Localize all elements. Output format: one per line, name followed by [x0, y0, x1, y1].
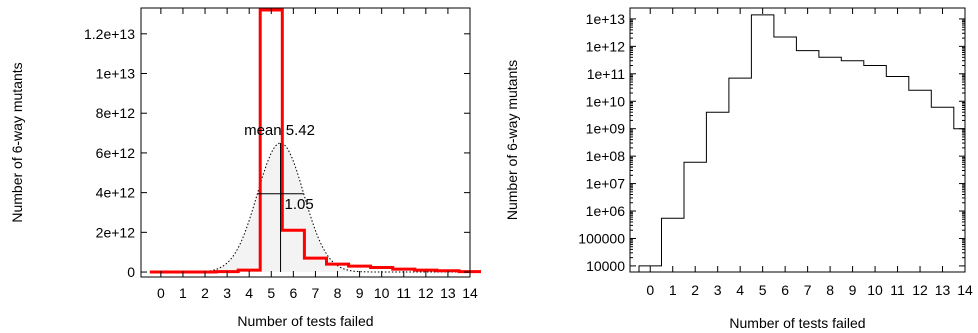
x-tick-label: 11	[890, 282, 905, 298]
x-tick-label: 9	[849, 282, 857, 298]
x-tick-label: 5	[759, 282, 767, 298]
x-tick-label: 12	[418, 285, 434, 301]
y-tick-label: 100000	[578, 230, 625, 246]
y-tick-label: 1e+06	[586, 203, 626, 219]
x-tick-label: 10	[867, 282, 883, 298]
y-tick-label: 1e+08	[586, 148, 626, 164]
y-tick-label: 1e+13	[586, 11, 626, 27]
fit-curve	[160, 142, 469, 273]
x-tick-label: 4	[736, 282, 744, 298]
x-tick-label: 7	[312, 285, 320, 301]
x-tick-label: 13	[440, 285, 456, 301]
plot-frame	[629, 7, 966, 273]
x-tick-label: 7	[804, 282, 812, 298]
y-tick-label: 4e+12	[96, 185, 136, 201]
black-step-line	[638, 14, 965, 272]
y-tick-label: 1e+10	[586, 93, 626, 109]
x-tick-label: 1	[669, 282, 677, 298]
x-tick-label: 2	[691, 282, 699, 298]
plot-frame	[140, 7, 471, 278]
mean-label: mean 5.42	[244, 122, 315, 139]
fit-fill	[160, 143, 470, 272]
y-tick-label: 1e+12	[586, 38, 626, 54]
y-tick-label: 0	[127, 264, 135, 280]
x-tick-label: 11	[396, 285, 411, 301]
x-tick-label: 6	[289, 285, 297, 301]
fit-annotations	[257, 142, 304, 273]
y-tick-label: 2e+12	[96, 224, 136, 240]
y-tick-label: 1e+09	[586, 121, 626, 137]
y-tick-label: 1e+11	[587, 66, 625, 82]
x-axis-title: Number of tests failed	[729, 315, 865, 331]
x-tick-label: 13	[935, 282, 951, 298]
x-tick-label: 3	[714, 282, 722, 298]
x-tick-label: 8	[334, 285, 342, 301]
x-tick-label: 9	[356, 285, 364, 301]
x-tick-label: 2	[201, 285, 209, 301]
x-tick-label: 8	[826, 282, 834, 298]
x-tick-label: 0	[646, 282, 654, 298]
y-tick-label: 8e+12	[96, 105, 136, 121]
y-tick-label: 1e+07	[586, 176, 626, 192]
x-tick-label: 14	[462, 285, 478, 301]
log-histogram-chart: 10000 100000 1e+06 1e+07 1e+08 1e+09 1e+10 1e+1…	[504, 7, 973, 331]
x-tick-label: 6	[781, 282, 789, 298]
x-tick-label: 1	[179, 285, 187, 301]
x-tick-label: 12	[912, 282, 928, 298]
y-tick-label: 6e+12	[96, 145, 136, 161]
sd-label: 1.05	[285, 196, 314, 213]
y-tick-label: 1.2e+13	[84, 26, 135, 42]
x-tick-label: 4	[245, 285, 253, 301]
x-tick-label: 10	[374, 285, 390, 301]
y-tick-label: 1e+13	[96, 66, 136, 82]
x-tick-label: 0	[157, 285, 165, 301]
fit-fill-area	[160, 143, 470, 272]
y-axis-title: Number of 6-way mutants	[9, 62, 25, 222]
x-tick-label: 3	[223, 285, 231, 301]
x-tick-label: 14	[957, 282, 973, 298]
x-tick-label: 5	[267, 285, 275, 301]
gaussian-fit-curve	[160, 142, 469, 273]
y-tick-label: 10000	[586, 258, 625, 274]
histogram-series	[638, 14, 965, 272]
y-axis-title: Number of 6-way mutants	[504, 60, 520, 220]
x-axis-title: Number of tests failed	[237, 313, 373, 329]
axis-ticks: 10000 100000 1e+06 1e+07 1e+08 1e+09 1e+10 1e+1…	[578, 8, 973, 298]
